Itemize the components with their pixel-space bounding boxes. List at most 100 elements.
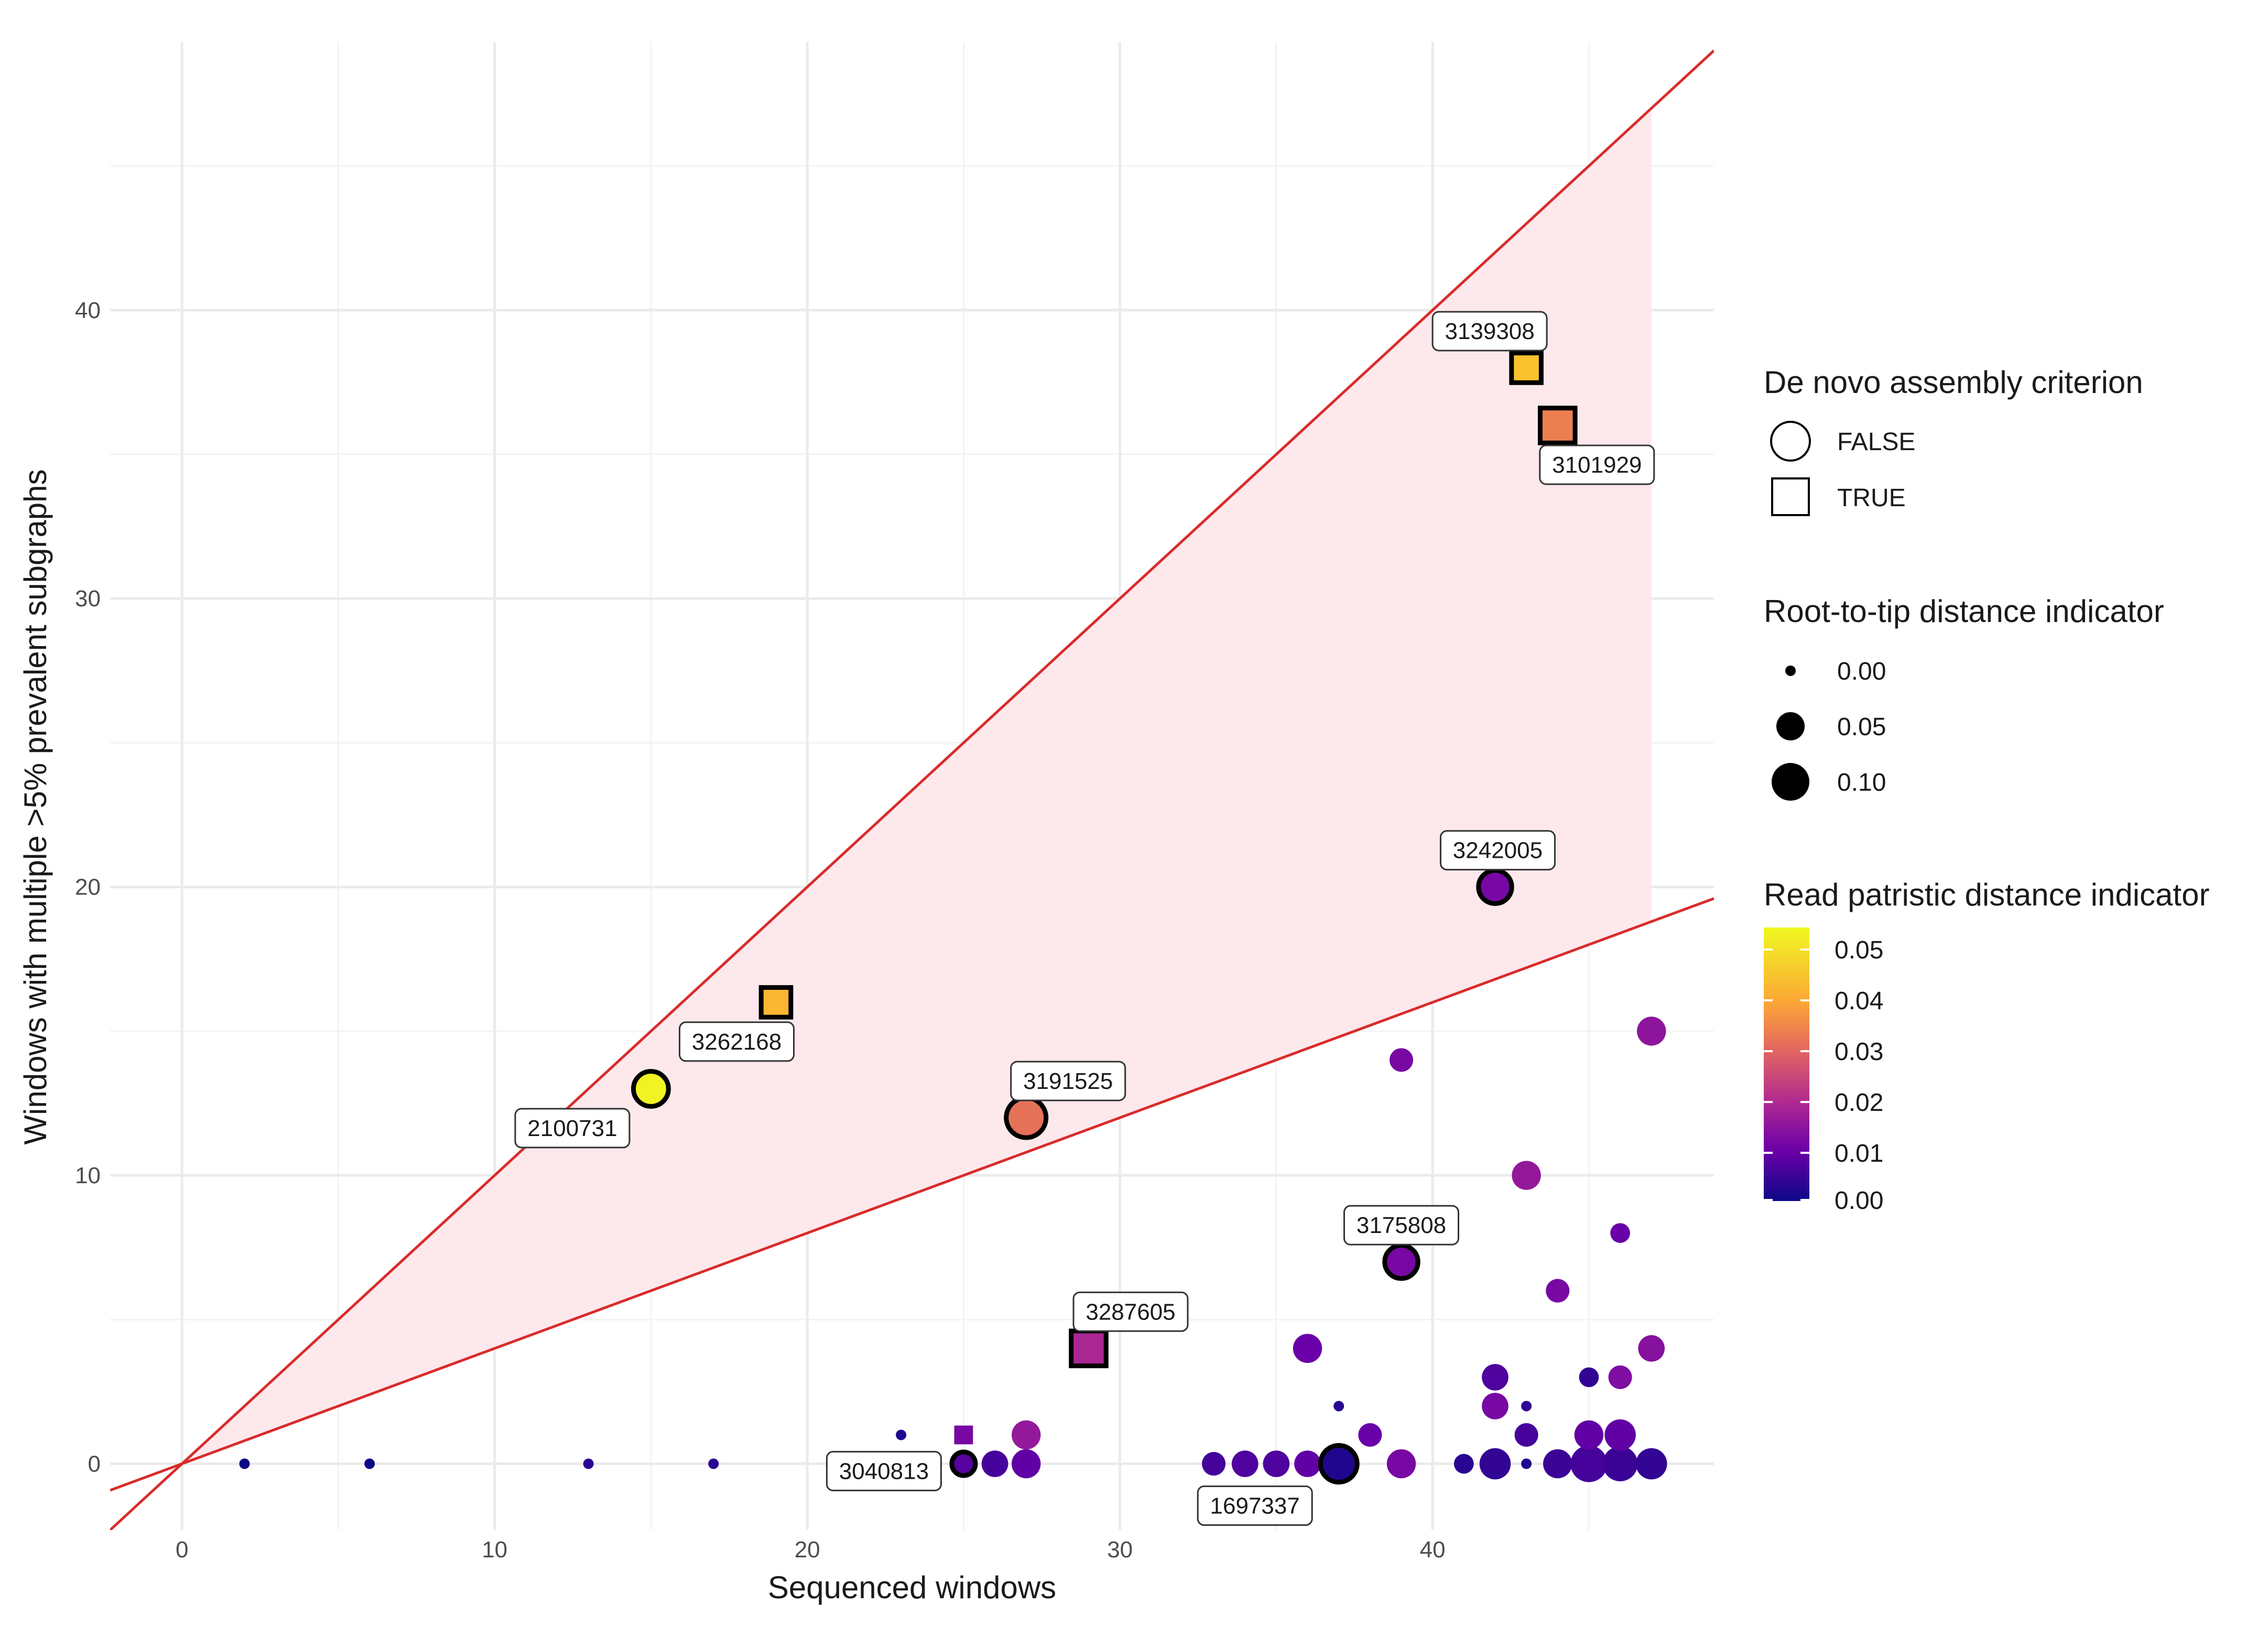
point-square: [954, 1425, 973, 1445]
point-circle: [631, 1068, 671, 1109]
legend-shape-circle: [1770, 421, 1811, 462]
point-label-box: [1439, 830, 1556, 871]
legend-colorbar-ticks: [1764, 948, 1809, 1201]
legend-size: Root-to-tip distance indicator 0.00 0.05…: [1764, 594, 2164, 801]
x-tick-label: 20: [795, 1537, 820, 1563]
point-circle: [1318, 1443, 1360, 1485]
point-circle: [1579, 1367, 1599, 1388]
y-tick-label: 0: [88, 1451, 101, 1477]
reference-line-upper: [110, 49, 1714, 1530]
point-circle: [949, 1449, 978, 1478]
point-label-text: 3287605: [1086, 1299, 1175, 1325]
legend-size-label-1: 0.05: [1837, 713, 1886, 741]
point-circle: [1546, 1279, 1570, 1303]
point-circle: [1389, 1048, 1414, 1072]
legend-color-title: Read patristic distance indicator: [1764, 877, 2209, 912]
x-tick-label: 40: [1420, 1537, 1446, 1563]
point-circle: [1294, 1450, 1321, 1477]
point-label-text: 3139308: [1445, 319, 1534, 344]
y-axis-title: Windows with multiple >5% prevalent subg…: [18, 470, 53, 1145]
point-square: [1069, 1328, 1109, 1369]
point-labels: 3040813 2100731 3262168 3191525 3287605 16973…: [514, 311, 1655, 1526]
point-label-text: 3175808: [1357, 1213, 1446, 1238]
point-circle: [1604, 1419, 1636, 1451]
legend-shape: De novo assembly criterion FALSE TRUE: [1764, 365, 2143, 516]
point-circle: [1521, 1458, 1532, 1469]
point-circle: [1333, 1401, 1344, 1412]
legend-color-tick-2: 0.03: [1835, 1038, 1883, 1066]
point-circle: [1202, 1452, 1226, 1476]
legend-shape-title: De novo assembly criterion: [1764, 365, 2143, 400]
point-label-box: [826, 1450, 942, 1491]
point-label-box: [1072, 1291, 1189, 1332]
point-circle: [1479, 1448, 1511, 1480]
point-label-text: 1697337: [1210, 1493, 1300, 1519]
point-circle: [896, 1429, 907, 1441]
y-tick-label: 10: [75, 1163, 101, 1188]
legend-size-title: Root-to-tip distance indicator: [1764, 594, 2164, 629]
legend-colorbar: [1764, 927, 1809, 1201]
legend-shape-label-false: FALSE: [1837, 428, 1915, 456]
x-tick-label: 30: [1107, 1537, 1133, 1563]
point-circle: [1636, 1017, 1666, 1046]
point-circle: [1570, 1445, 1608, 1482]
point-circle: [1012, 1420, 1041, 1450]
legend-size-dot-small: [1785, 665, 1796, 676]
point-circle: [1521, 1401, 1532, 1412]
point-circle: [1574, 1420, 1604, 1450]
point-circle: [1482, 1392, 1509, 1420]
point-circle: [1358, 1423, 1382, 1447]
legend-color-tick-0: 0.05: [1835, 936, 1883, 964]
point-circle: [239, 1458, 250, 1469]
point-label-box: [1010, 1061, 1126, 1101]
point-label-box: [514, 1108, 631, 1149]
point-circle: [1514, 1423, 1538, 1447]
y-tick-label: 20: [75, 875, 101, 900]
point-label-text: 3262168: [692, 1029, 782, 1055]
point-circle: [981, 1450, 1008, 1477]
data-points: [239, 351, 1667, 1485]
point-label-box: [1431, 311, 1548, 352]
legend-shape-label-true: TRUE: [1837, 484, 1906, 512]
point-label-box: [1539, 444, 1655, 485]
point-square: [1509, 351, 1544, 385]
x-tick-label: 0: [176, 1537, 188, 1563]
point-circle: [1382, 1242, 1420, 1281]
point-circle: [1543, 1449, 1572, 1479]
legend-size-label-2: 0.10: [1837, 769, 1886, 796]
point-circle: [364, 1458, 375, 1469]
point-circle: [1476, 868, 1514, 906]
x-tick-label: 10: [482, 1537, 507, 1563]
y-tick-label: 30: [75, 586, 101, 612]
legend-color-tick-3: 0.02: [1835, 1089, 1883, 1117]
point-circle: [1012, 1449, 1041, 1479]
point-label-box: [1343, 1205, 1460, 1246]
point-label-text: 3242005: [1453, 838, 1543, 864]
point-circle: [1608, 1365, 1632, 1389]
point-circle: [708, 1458, 719, 1469]
point-label-box: [679, 1021, 795, 1062]
y-axis-ticks: 0 10 20 30 40: [75, 298, 101, 1477]
point-circle: [1635, 1448, 1667, 1480]
point-circle: [1610, 1223, 1630, 1243]
x-axis-title: Sequenced windows: [768, 1570, 1056, 1605]
point-circle: [1482, 1363, 1509, 1391]
reference-line-lower: [110, 897, 1714, 1492]
legend-color-tick-5: 0.00: [1835, 1187, 1883, 1215]
point-label-text: 3191525: [1023, 1068, 1113, 1094]
reference-lines: [110, 49, 1714, 1530]
point-circle: [1638, 1335, 1665, 1362]
point-circle: [1386, 1449, 1416, 1479]
legend-color-tick-4: 0.01: [1835, 1140, 1883, 1167]
point-label-text: 3101929: [1552, 452, 1642, 478]
point-circle: [1263, 1450, 1290, 1477]
legend-color: Read patristic distance indicator 0.05 0…: [1764, 877, 2209, 1215]
legend-size-dot-medium: [1776, 712, 1805, 740]
point-circle: [1004, 1095, 1049, 1140]
legend-color-tick-1: 0.04: [1835, 987, 1883, 1015]
point-circle: [1602, 1446, 1638, 1481]
y-tick-label: 40: [75, 298, 101, 323]
point-label-box: [1197, 1485, 1313, 1526]
point-circle: [1512, 1161, 1541, 1190]
